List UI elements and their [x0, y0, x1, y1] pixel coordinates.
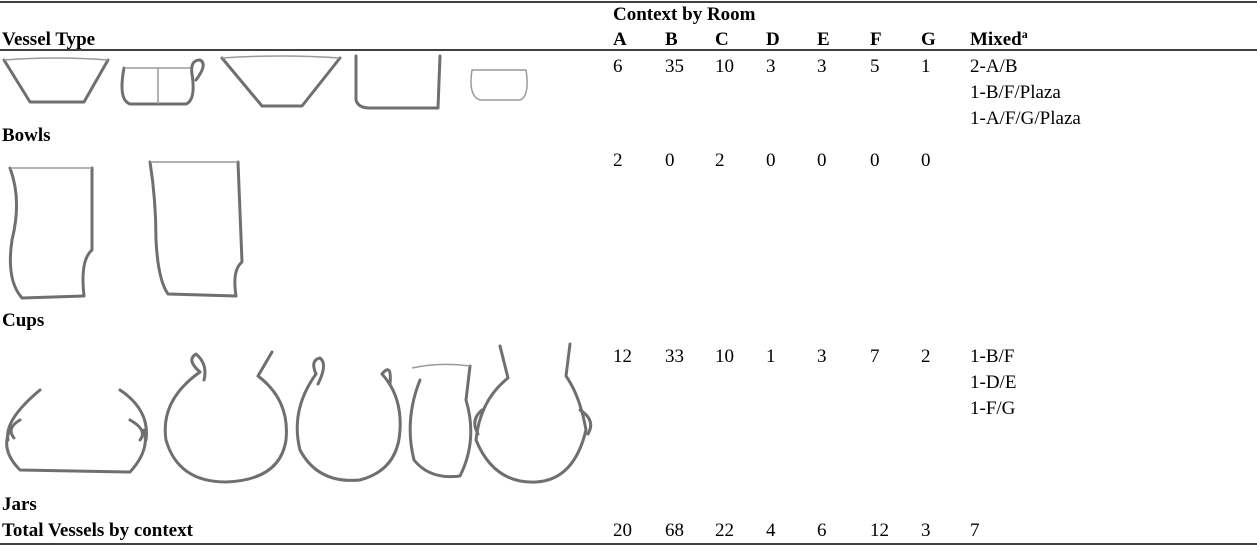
total-value: 68	[665, 520, 684, 541]
column-header: B	[665, 29, 678, 50]
column-header: Mixeda	[970, 27, 1028, 50]
cell-value: 1	[766, 346, 776, 367]
group-header: Context by Room	[613, 4, 756, 25]
cell-value: 2	[715, 150, 725, 171]
cell-value: 0	[870, 150, 880, 171]
mixed-context: 1-B/F	[970, 346, 1014, 367]
cup-drawings	[10, 162, 242, 298]
column-header: A	[613, 29, 627, 50]
column-header: G	[921, 29, 936, 50]
cell-value: 2	[613, 150, 623, 171]
mixed-context: 1-F/G	[970, 398, 1016, 419]
mixed-context: 2-A/B	[970, 56, 1018, 77]
mixed-context: 1-D/E	[970, 372, 1016, 393]
table-page: Context by Room Vessel Type A B C D E F G Mixeda B…	[0, 0, 1257, 546]
total-value: 3	[921, 520, 931, 541]
row-label: Jars	[2, 494, 37, 515]
cell-value: 10	[715, 346, 734, 367]
cell-value: 0	[817, 150, 827, 171]
total-value: 7	[970, 520, 980, 541]
cell-value: 10	[715, 56, 734, 77]
cell-value: 0	[766, 150, 776, 171]
total-value: 6	[817, 520, 827, 541]
cell-value: 6	[613, 56, 623, 77]
total-label: Total Vessels by context	[2, 520, 194, 541]
cell-value: 3	[817, 56, 827, 77]
cell-value: 0	[921, 150, 931, 171]
cell-value: 3	[817, 346, 827, 367]
row-label: Cups	[2, 310, 44, 331]
cell-value: 5	[870, 56, 880, 77]
cell-value: 2	[921, 346, 931, 367]
total-value: 4	[766, 520, 776, 541]
column-header: E	[817, 29, 830, 50]
footnote-mark: a	[1022, 27, 1028, 41]
cell-value: 33	[665, 346, 684, 367]
column-header: D	[766, 29, 780, 50]
column-header: C	[715, 29, 729, 50]
mixed-context: 1-B/F/Plaza	[970, 82, 1061, 103]
cell-value: 3	[766, 56, 776, 77]
bowl-drawings	[4, 56, 527, 108]
cell-value: 12	[613, 346, 632, 367]
column-header: Vessel Type	[2, 29, 95, 50]
mixed-context: 1-A/F/G/Plaza	[970, 108, 1081, 129]
column-header: F	[870, 29, 882, 50]
cell-value: 7	[870, 346, 880, 367]
total-value: 20	[613, 520, 632, 541]
total-value: 22	[715, 520, 734, 541]
cell-value: 0	[665, 150, 675, 171]
jar-drawings	[7, 344, 591, 482]
total-value: 12	[870, 520, 889, 541]
row-label: Bowls	[2, 125, 51, 146]
cell-value: 35	[665, 56, 684, 77]
cell-value: 1	[921, 56, 931, 77]
